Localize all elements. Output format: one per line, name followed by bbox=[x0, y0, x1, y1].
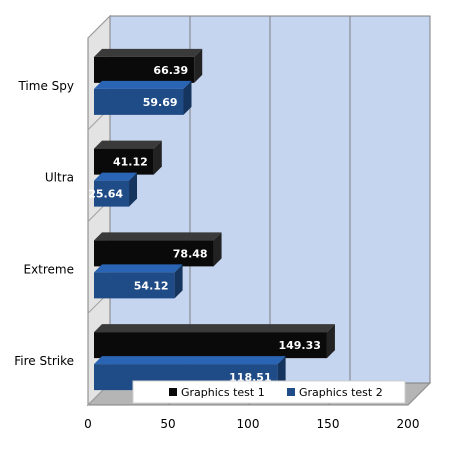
bar-graphics-test-1-ultra: 41.12 bbox=[94, 140, 162, 175]
bar-side-face bbox=[213, 232, 222, 267]
bar-front-face bbox=[94, 240, 214, 267]
bar-data-label: 54.12 bbox=[134, 279, 169, 292]
category-label: Fire Strike bbox=[14, 354, 74, 368]
wall-separator bbox=[87, 15, 111, 39]
bar-data-label: 78.48 bbox=[173, 247, 208, 260]
bar-graphics-test-1-extreme: 78.48 bbox=[94, 232, 222, 267]
bar-graphics-test-1-time-spy: 66.39 bbox=[94, 48, 203, 83]
bar-side-face bbox=[183, 80, 192, 115]
x-tick-label: 0 bbox=[84, 417, 92, 431]
bar-front-face bbox=[94, 148, 154, 175]
x-tick-label: 50 bbox=[160, 417, 175, 431]
legend-label: Graphics test 1 bbox=[181, 386, 265, 399]
legend-label: Graphics test 2 bbox=[299, 386, 383, 399]
bar-front-face bbox=[94, 56, 195, 83]
x-axis-tick-labels: 0 50 100 150 200 bbox=[84, 417, 419, 431]
bar-top-face bbox=[94, 356, 286, 365]
bar-data-label: 41.12 bbox=[113, 156, 148, 169]
bar-graphics-test-2-extreme: 54.12 bbox=[94, 264, 183, 299]
bar-front-face bbox=[94, 332, 327, 359]
legend-entry: Graphics test 2 bbox=[287, 386, 383, 399]
floor-gridline bbox=[407, 382, 431, 406]
bar-side-face bbox=[153, 140, 162, 175]
category-label: Extreme bbox=[23, 262, 74, 276]
bar-top-face bbox=[94, 232, 222, 241]
bar-data-label: 59.69 bbox=[143, 96, 178, 109]
bar-top-face bbox=[94, 48, 203, 57]
bar-side-face bbox=[129, 172, 138, 207]
x-tick-label: 150 bbox=[317, 417, 340, 431]
bar-top-face bbox=[94, 264, 183, 273]
category-labels: Time Spy Ultra Extreme Fire Strike bbox=[14, 79, 74, 368]
category-label: Time Spy bbox=[17, 79, 74, 93]
legend-box bbox=[132, 380, 406, 404]
bar-side-face bbox=[326, 324, 335, 359]
bar-front-face bbox=[94, 272, 175, 299]
bar-top-face bbox=[94, 140, 162, 149]
bar-top-face bbox=[94, 80, 192, 89]
legend-swatch bbox=[287, 388, 295, 396]
legend-entry: Graphics test 1 bbox=[169, 386, 265, 399]
bar-graphics-test-2-time-spy: 59.69 bbox=[94, 80, 192, 115]
category-label: Ultra bbox=[45, 171, 74, 185]
bar-side-face bbox=[194, 48, 203, 83]
bar-top-face bbox=[94, 172, 138, 181]
bar-graphics-test-2-ultra: 25.64 bbox=[88, 172, 138, 207]
x-tick-label: 200 bbox=[397, 417, 420, 431]
bar-data-label: 25.64 bbox=[88, 188, 123, 201]
bar-front-face bbox=[94, 180, 130, 207]
bar-front-face bbox=[94, 88, 184, 115]
bar-graphics-test-1-fire-strike: 149.33 bbox=[94, 324, 335, 359]
bar-top-face bbox=[94, 324, 335, 333]
legend-swatch bbox=[169, 388, 177, 396]
bar-data-label: 149.33 bbox=[278, 339, 320, 352]
bar-data-label: 66.39 bbox=[153, 64, 188, 77]
chart-bars: 66.3959.6941.1225.6478.4854.12149.33118.… bbox=[88, 48, 335, 391]
bar-side-face bbox=[174, 264, 183, 299]
x-tick-label: 100 bbox=[237, 417, 260, 431]
chart-legend: Graphics test 1 Graphics test 2 bbox=[132, 380, 406, 404]
